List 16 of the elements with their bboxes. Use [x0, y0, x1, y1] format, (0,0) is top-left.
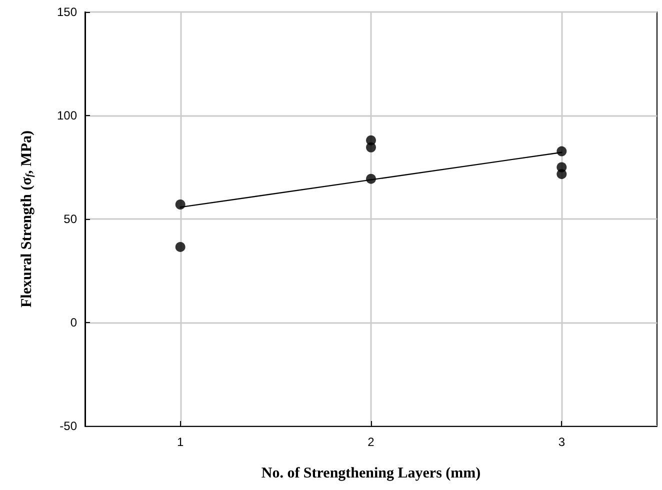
y-tick-label: 100: [56, 108, 78, 122]
point: [366, 142, 376, 152]
x-tick-label: 2: [368, 435, 375, 449]
y-tick-label: 150: [56, 5, 78, 19]
point: [175, 242, 186, 252]
point: [556, 146, 567, 156]
x-axis-title: No. of Strengthening Layers (mm): [261, 466, 481, 482]
point: [556, 169, 567, 180]
y-tick-label: -50: [60, 419, 78, 433]
x-tick-label: 1: [176, 435, 184, 449]
point: [175, 200, 186, 210]
y-axis-title: Flexural Strength (σf, MPa): [19, 130, 36, 308]
x-tick-label: 3: [558, 435, 566, 449]
y-tick-label: 0: [70, 316, 78, 330]
y-tick-label: 50: [64, 212, 78, 226]
point: [366, 174, 376, 184]
